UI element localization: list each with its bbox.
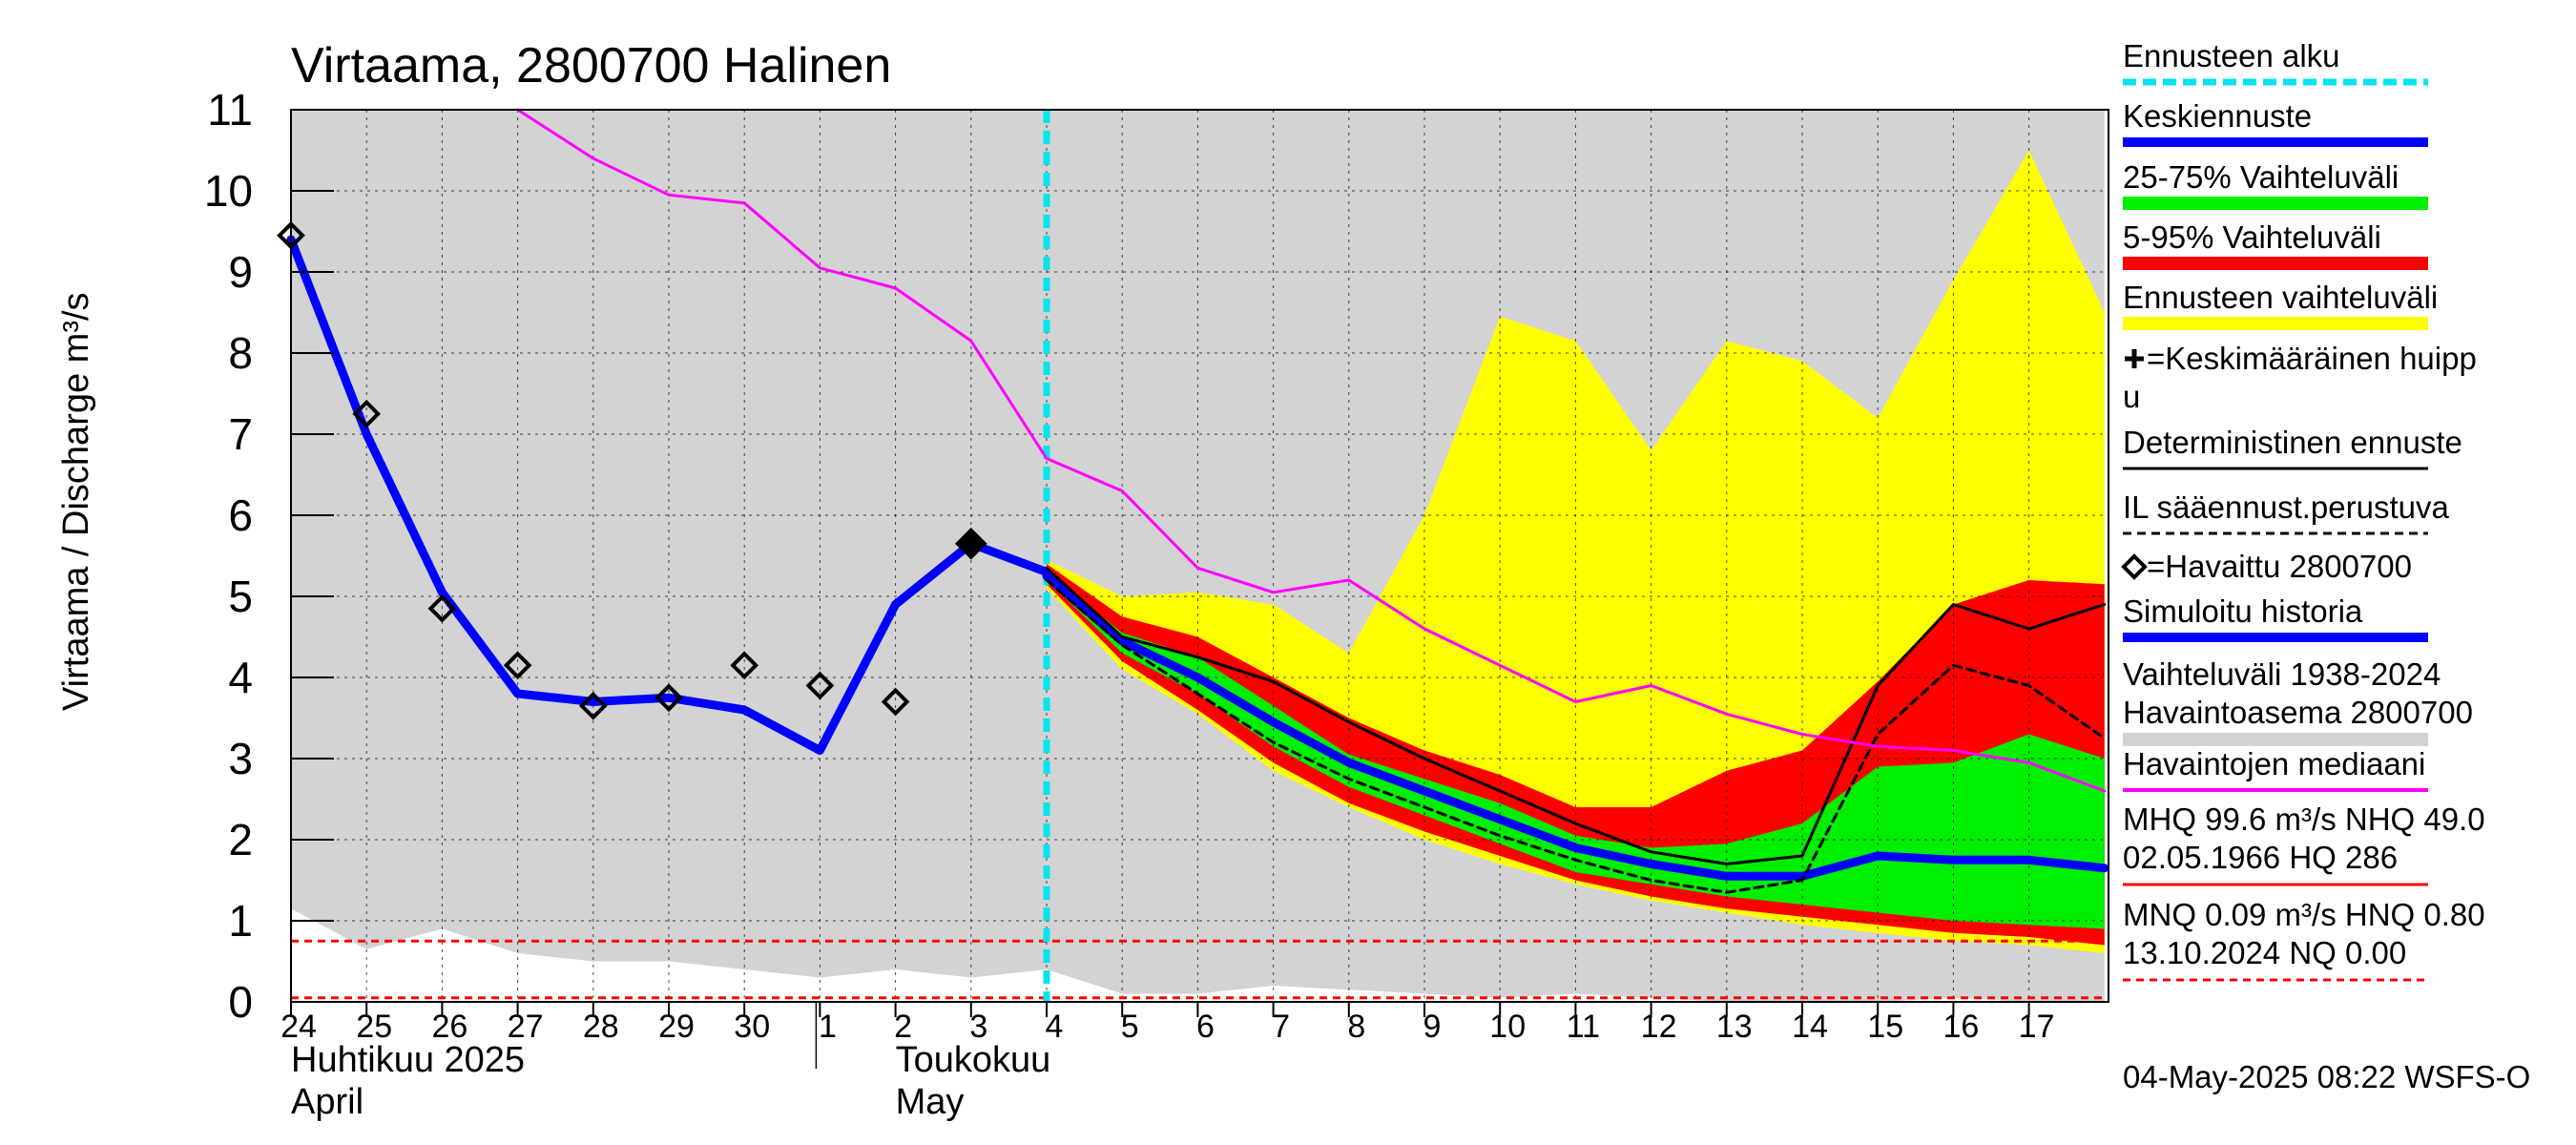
- x-tick-label: 15: [1867, 1009, 1903, 1045]
- chart-title: Virtaama, 2800700 Halinen: [291, 38, 891, 94]
- observed-marker: [427, 593, 457, 623]
- legend-label: Deterministinen ennuste: [2123, 425, 2462, 460]
- y-tick-label: 5: [228, 572, 253, 621]
- legend-label: Ennusteen vaihteluväli: [2123, 280, 2438, 315]
- observed-marker: [881, 687, 910, 717]
- y-axis: 0 1 2 3 4 5 6 7 8 9 10 11: [204, 85, 334, 1027]
- weather-forecast-line: [1045, 578, 2107, 894]
- legend-label-2: Havaintoasema 2800700: [2123, 695, 2473, 730]
- y-tick-label: 7: [228, 409, 253, 459]
- x-tick-label: 25: [356, 1009, 392, 1045]
- y-axis-label: Virtaama / Discharge m³/s: [56, 292, 96, 711]
- plot-frame: [290, 109, 2109, 1003]
- x-tick-label: 29: [658, 1009, 695, 1045]
- grid-layer: [291, 110, 2109, 1002]
- month-label-fi: Toukokuu: [896, 1040, 1051, 1080]
- observed-marker: [730, 651, 759, 680]
- x-tick-label: 16: [1942, 1009, 1979, 1045]
- series-layer: [286, 108, 2109, 1002]
- legend-label: Ennusteen alku: [2123, 38, 2340, 73]
- observed-marker: [654, 683, 683, 713]
- x-tick-label: 1: [819, 1009, 837, 1045]
- legend-label: Havaintojen mediaani: [2123, 746, 2425, 781]
- x-tick-label: 9: [1423, 1009, 1442, 1045]
- y-tick-label: 1: [228, 896, 253, 946]
- legend-label: Keskiennuste: [2123, 98, 2312, 134]
- x-tick-label: 6: [1196, 1009, 1215, 1045]
- y-tick-label: 6: [228, 490, 253, 540]
- observed-marker: [578, 691, 608, 720]
- observation-median-line: [516, 108, 2107, 793]
- observed-marker: [352, 399, 382, 428]
- y-tick-label: 8: [228, 328, 253, 378]
- y-tick-label: 4: [228, 653, 253, 702]
- legend-swatch: [2123, 317, 2428, 330]
- x-tick-label: 24: [280, 1009, 317, 1045]
- observed-marker: [954, 527, 987, 560]
- y-tick-label: 2: [228, 815, 253, 864]
- y-tick-label: 3: [228, 734, 253, 783]
- x-tick-label: 28: [583, 1009, 619, 1045]
- legend-swatch: [2123, 733, 2428, 746]
- diamond-icon: [2121, 553, 2148, 580]
- simulated-history-line: [286, 235, 1051, 755]
- x-tick-label: 8: [1347, 1009, 1365, 1045]
- legend-label-2: 02.05.1966 HQ 286: [2123, 840, 2398, 875]
- x-tick-label: 11: [1567, 1009, 1600, 1045]
- y-tick-label: 0: [228, 977, 253, 1027]
- deterministic-forecast-line: [1045, 566, 2107, 865]
- legend-label: IL sääennust.perustuva: [2123, 489, 2449, 525]
- legend-swatch: [2123, 257, 2428, 270]
- observed-marker: [503, 651, 532, 680]
- reference-lines: [291, 939, 2109, 1000]
- x-tick-label: 4: [1046, 1009, 1064, 1045]
- legend-label: 25-75% Vaihteluväli: [2123, 159, 2399, 195]
- band-25-75: [1047, 572, 2105, 929]
- legend-swatch: [2123, 197, 2428, 210]
- month-label-en: April: [291, 1082, 364, 1122]
- legend-label: =Havaittu 2800700: [2147, 549, 2412, 584]
- x-axis: 24 25 26 27 28 29 30 1 2 3 4 5 6 7 8 9 10 11 12 13 14 15 16 17H…: [280, 1002, 2055, 1122]
- y-tick-label: 10: [204, 166, 253, 216]
- mean-forecast-line: [1042, 572, 2109, 881]
- x-tick-label: 10: [1489, 1009, 1526, 1045]
- x-tick-label: 12: [1641, 1009, 1677, 1045]
- legend-label: 5-95% Vaihteluväli: [2123, 219, 2381, 255]
- y-tick-label: 11: [207, 85, 253, 135]
- month-label-en: May: [896, 1082, 965, 1122]
- x-tick-label: 17: [2019, 1009, 2055, 1045]
- y-tick-label: 9: [228, 247, 253, 297]
- x-tick-label: 5: [1121, 1009, 1139, 1045]
- plot-area: [277, 108, 2109, 1003]
- x-tick-label: 7: [1272, 1009, 1290, 1045]
- x-tick-label: 2: [894, 1009, 912, 1045]
- legend-label: MNQ 0.09 m³/s HNQ 0.80: [2123, 897, 2485, 932]
- x-tick-label: 14: [1792, 1009, 1828, 1045]
- footer-timestamp: 04-May-2025 08:22 WSFS-O: [2123, 1059, 2530, 1094]
- x-tick-label: 13: [1716, 1009, 1753, 1045]
- x-tick-label: 3: [969, 1009, 987, 1045]
- legend: Ennusteen alku Keskiennuste 25-75% Vaihtel…: [2121, 38, 2485, 982]
- x-tick-label: 27: [508, 1009, 544, 1045]
- month-label-fi: Huhtikuu 2025: [291, 1040, 525, 1080]
- legend-label-2: u: [2123, 379, 2140, 414]
- legend-label: Vaihteluväli 1938-2024: [2123, 656, 2441, 692]
- legend-label: =Keskimääräinen huipp: [2147, 341, 2477, 376]
- legend-label: MHQ 99.6 m³/s NHQ 49.0: [2123, 802, 2485, 837]
- x-tick-label: 30: [734, 1009, 770, 1045]
- x-tick-label: 26: [431, 1009, 467, 1045]
- observed-marker: [805, 671, 835, 700]
- legend-label: Simuloitu historia: [2123, 593, 2363, 629]
- legend-label-2: 13.10.2024 NQ 0.00: [2123, 935, 2406, 970]
